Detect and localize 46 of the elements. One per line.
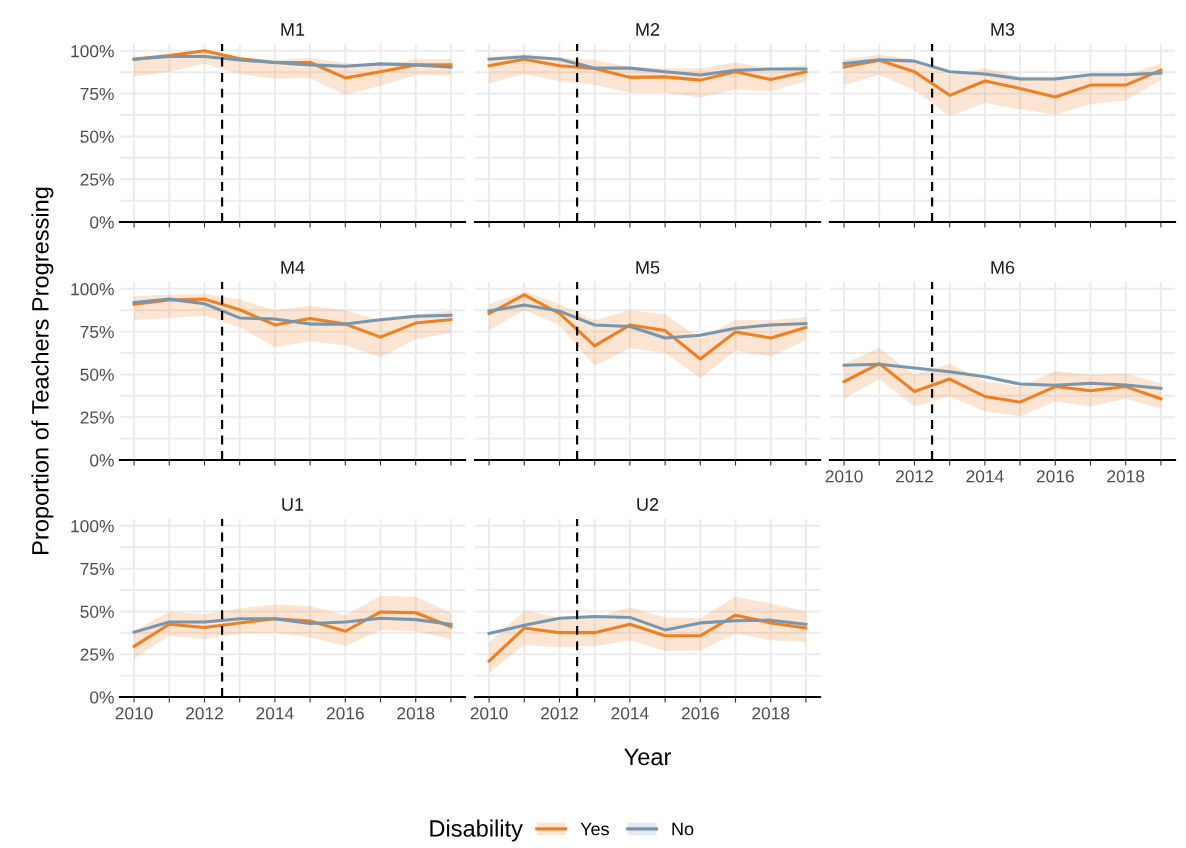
x-tick-label: 2016 (681, 707, 719, 720)
chart-title: M5 (636, 261, 660, 274)
x-tick-label: 2010 (470, 707, 508, 720)
x-tick-label: 2016 (326, 707, 364, 720)
x-tick-label: 2012 (541, 707, 578, 720)
y-tick-label: 0% (90, 454, 114, 467)
chart-title: M3 (991, 23, 1015, 36)
x-tick-label: 2014 (611, 707, 649, 720)
x-tick-label: 2012 (896, 470, 933, 483)
x-tick-label: 2016 (1036, 470, 1074, 483)
x-tick-label: 2014 (256, 707, 294, 720)
y-tick-label: 0% (90, 691, 114, 704)
y-tick-label: 100% (71, 45, 114, 58)
y-tick-label: 75% (80, 325, 114, 339)
y-tick-label: 0% (90, 216, 114, 229)
x-tick-label: 2018 (752, 707, 790, 720)
chart-title: M2 (636, 23, 660, 36)
y-tick-label: 25% (80, 648, 114, 661)
legend-title: Disability (430, 819, 523, 842)
y-tick-label: 100% (71, 520, 114, 533)
legend-label: No (672, 822, 694, 836)
line-series (132, 297, 453, 326)
x-tick-label: 2012 (186, 707, 223, 720)
chart-title: M6 (991, 261, 1015, 274)
x-tick-label: 2010 (115, 707, 153, 720)
y-tick-label: 50% (80, 368, 114, 381)
chart-title: U1 (282, 498, 304, 511)
line-series (132, 54, 453, 69)
x-tick-label: 2014 (966, 470, 1004, 483)
chart-title: M4 (281, 261, 305, 274)
y-tick-label: 50% (80, 605, 114, 618)
y-tick-label: 25% (80, 173, 114, 186)
y-tick-label: 75% (80, 562, 114, 576)
y-tick-label: 25% (80, 411, 114, 424)
x-tick-label: 2018 (1107, 470, 1145, 483)
y-tick-label: 75% (80, 87, 114, 101)
y-axis-title: Proportion of Teachers Progressing (31, 187, 54, 554)
y-tick-label: 50% (80, 130, 114, 143)
x-tick-label: 2018 (397, 707, 435, 720)
x-tick-label: 2010 (825, 470, 863, 483)
chart-title: U2 (637, 498, 659, 511)
line-series (132, 616, 453, 634)
x-axis-title: Year (624, 748, 671, 766)
y-tick-label: 100% (71, 283, 114, 296)
chart-title: M1 (281, 23, 305, 36)
legend-label: Yes (580, 822, 609, 836)
